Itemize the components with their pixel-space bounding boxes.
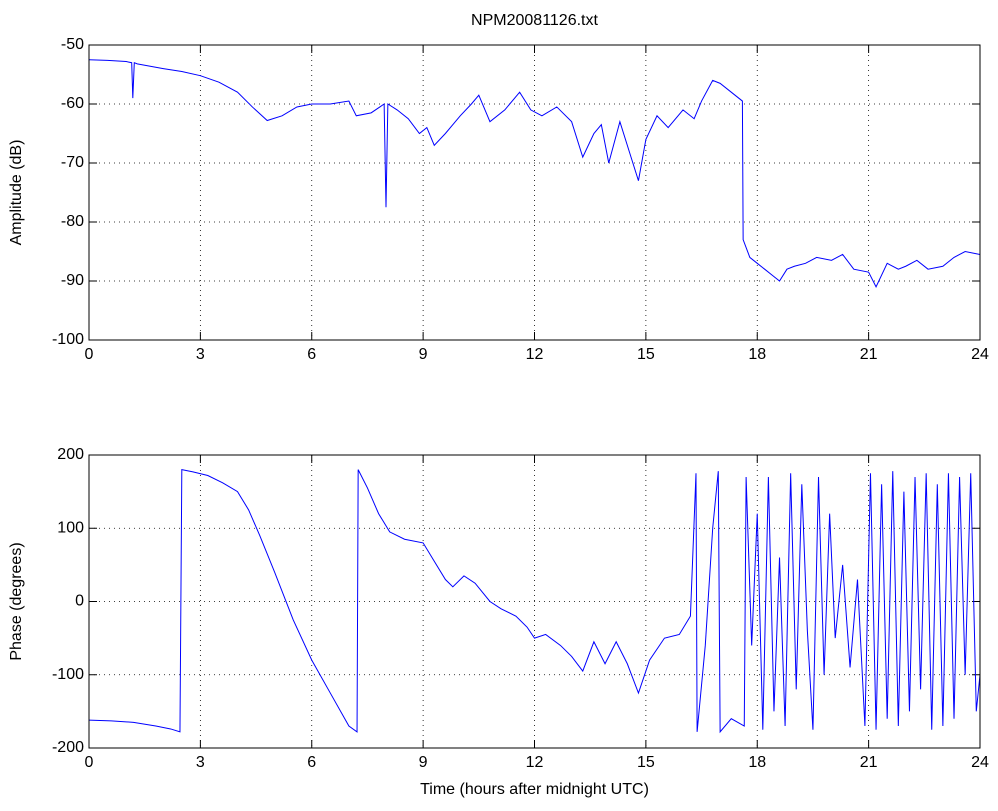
x-tick-label: 15 [637,346,655,363]
x-tick-label: 12 [526,346,544,363]
x-tick-label: 9 [419,346,428,363]
x-axis-label: Time (hours after midnight UTC) [420,781,649,798]
y-tick-label: -90 [61,272,84,289]
y-tick-label: -80 [61,213,84,230]
x-tick-label: 15 [637,754,655,771]
x-tick-label: 21 [860,346,878,363]
y-tick-label: -100 [52,666,84,683]
data-line [88,469,981,734]
y-axis-label: Amplitude (dB) [8,140,25,246]
x-tick-label: 18 [748,346,766,363]
y-tick-label: 200 [57,446,84,463]
x-tick-label: 21 [860,754,878,771]
x-tick-label: 9 [419,754,428,771]
x-tick-label: 24 [971,346,989,363]
x-tick-label: 3 [196,754,205,771]
x-tick-label: 6 [307,346,316,363]
y-tick-label: -50 [61,36,84,53]
x-tick-label: 18 [748,754,766,771]
y-tick-label: 100 [57,519,84,536]
x-tick-label: 0 [85,346,94,363]
y-tick-label: -70 [61,154,84,171]
y-tick-label: -100 [52,331,84,348]
y-tick-label: 0 [75,593,84,610]
y-tick-label: -60 [61,95,84,112]
x-tick-label: 6 [307,754,316,771]
x-tick-label: 3 [196,346,205,363]
chart-title: NPM20081126.txt [471,12,598,29]
x-tick-label: 24 [971,754,989,771]
axes-frame [88,454,981,749]
x-tick-label: 0 [85,754,94,771]
x-tick-label: 12 [526,754,544,771]
y-axis-label: Phase (degrees) [8,542,25,660]
axes-frame [88,44,981,341]
data-line [88,59,981,289]
y-tick-label: -200 [52,739,84,756]
